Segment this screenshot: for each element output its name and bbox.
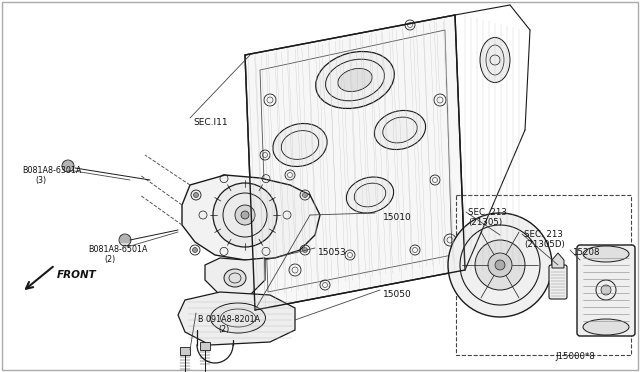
Circle shape (495, 260, 505, 270)
Circle shape (448, 213, 552, 317)
Text: 15010: 15010 (383, 213, 412, 222)
Text: SEC. 213: SEC. 213 (524, 230, 563, 239)
Circle shape (241, 211, 249, 219)
Polygon shape (200, 342, 210, 350)
Circle shape (193, 247, 198, 253)
Circle shape (601, 285, 611, 295)
Ellipse shape (583, 246, 629, 262)
Circle shape (62, 160, 74, 172)
Text: 15053: 15053 (318, 248, 347, 257)
Text: (2): (2) (218, 325, 229, 334)
Polygon shape (205, 258, 265, 295)
Ellipse shape (374, 110, 426, 150)
Ellipse shape (346, 177, 394, 213)
Circle shape (303, 192, 307, 198)
Ellipse shape (480, 38, 510, 83)
Circle shape (488, 253, 512, 277)
Polygon shape (182, 175, 320, 260)
Ellipse shape (338, 68, 372, 92)
Ellipse shape (211, 303, 266, 333)
Circle shape (303, 247, 307, 253)
Ellipse shape (583, 319, 629, 335)
Polygon shape (180, 347, 190, 355)
Circle shape (475, 240, 525, 290)
Ellipse shape (263, 193, 307, 227)
Polygon shape (245, 15, 465, 310)
Text: SEC.l11: SEC.l11 (193, 118, 228, 127)
Ellipse shape (273, 124, 327, 167)
Text: B 091A8-8201A: B 091A8-8201A (198, 315, 260, 324)
Text: B081A8-6501A: B081A8-6501A (88, 245, 147, 254)
Text: (2): (2) (104, 255, 115, 264)
Ellipse shape (316, 51, 394, 109)
Text: (21305D): (21305D) (524, 240, 564, 249)
Text: 15208: 15208 (572, 248, 600, 257)
Text: SEC. 213: SEC. 213 (468, 208, 507, 217)
FancyBboxPatch shape (577, 245, 635, 336)
Circle shape (119, 234, 131, 246)
Text: (3): (3) (35, 176, 46, 185)
FancyBboxPatch shape (549, 265, 567, 299)
Circle shape (213, 183, 277, 247)
Circle shape (235, 205, 255, 225)
Ellipse shape (224, 269, 246, 287)
Text: J15000*8: J15000*8 (555, 352, 595, 361)
Circle shape (193, 192, 198, 198)
Text: B081A8-6301A: B081A8-6301A (22, 166, 81, 175)
Text: FRONT: FRONT (57, 270, 97, 280)
Polygon shape (552, 253, 564, 268)
Text: 15050: 15050 (383, 290, 412, 299)
Polygon shape (178, 292, 295, 345)
Text: (21305): (21305) (468, 218, 502, 227)
